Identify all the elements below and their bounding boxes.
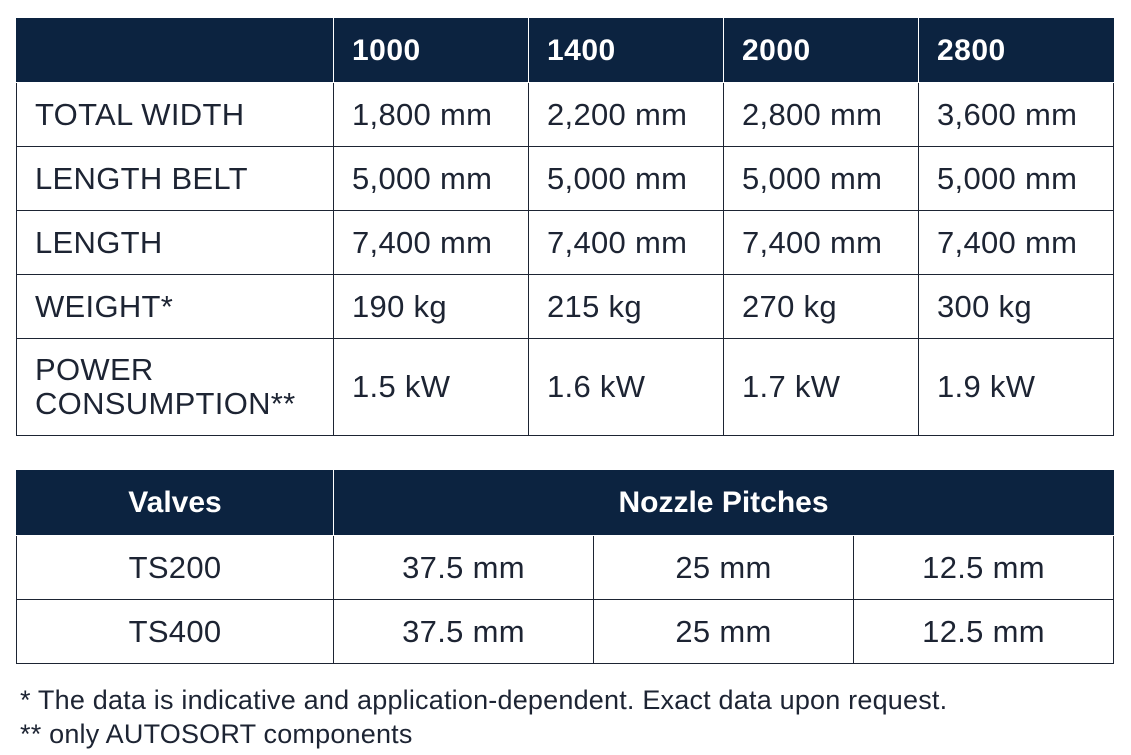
footnote: * The data is indicative and application…	[20, 685, 948, 715]
cell-value: 2,800 mm	[723, 82, 919, 147]
row-label: WEIGHT*	[16, 274, 334, 339]
spec-header-1400: 1400	[528, 18, 724, 83]
table-row: WEIGHT* 190 kg 215 kg 270 kg 300 kg	[16, 274, 1114, 339]
spec-header-2000: 2000	[723, 18, 919, 83]
cell-value: 12.5 mm	[852, 599, 1115, 664]
valves-table: Valves Nozzle Pitches TS200 37.5 mm 25 m…	[16, 470, 1115, 664]
valve-name: TS200	[16, 535, 334, 600]
cell-value: 25 mm	[593, 599, 854, 664]
spec-header-2800: 2800	[918, 18, 1114, 83]
table-row: LENGTH 7,400 mm 7,400 mm 7,400 mm 7,400 …	[16, 210, 1114, 275]
valves-header: Valves	[16, 470, 334, 536]
cell-value: 25 mm	[593, 535, 854, 600]
row-label-line: POWER	[35, 352, 154, 387]
cell-value: 190 kg	[333, 274, 529, 339]
table-row: LENGTH BELT 5,000 mm 5,000 mm 5,000 mm 5…	[16, 146, 1114, 211]
nozzle-pitches-header: Nozzle Pitches	[332, 470, 1115, 536]
cell-value: 1.9 kW	[918, 338, 1114, 436]
row-label: POWER CONSUMPTION**	[16, 338, 334, 436]
cell-value: 270 kg	[723, 274, 919, 339]
spec-header-row: 1000 1400 2000 2800	[16, 18, 1114, 83]
spec-header-empty	[16, 18, 334, 83]
row-label: LENGTH	[16, 210, 334, 275]
cell-value: 37.5 mm	[333, 535, 594, 600]
table-row: TOTAL WIDTH 1,800 mm 2,200 mm 2,800 mm 3…	[16, 82, 1114, 147]
cell-value: 1.5 kW	[333, 338, 529, 436]
cell-value: 7,400 mm	[333, 210, 529, 275]
cell-value: 37.5 mm	[333, 599, 594, 664]
cell-value: 1.7 kW	[723, 338, 919, 436]
row-label: TOTAL WIDTH	[16, 82, 334, 147]
cell-value: 7,400 mm	[723, 210, 919, 275]
cell-value: 5,000 mm	[528, 146, 724, 211]
row-label: LENGTH BELT	[16, 146, 334, 211]
cell-value: 1.6 kW	[528, 338, 724, 436]
cell-value: 3,600 mm	[918, 82, 1114, 147]
cell-value: 5,000 mm	[723, 146, 919, 211]
valve-name: TS400	[16, 599, 334, 664]
table-row: POWER CONSUMPTION** 1.5 kW 1.6 kW 1.7 kW…	[16, 338, 1114, 436]
cell-value: 2,200 mm	[528, 82, 724, 147]
cell-value: 215 kg	[528, 274, 724, 339]
footnote: ** only AUTOSORT components	[20, 719, 413, 749]
row-label-line: CONSUMPTION**	[35, 386, 296, 421]
spec-table: 1000 1400 2000 2800 TOTAL WIDTH 1,800 mm…	[16, 18, 1114, 436]
cell-value: 7,400 mm	[528, 210, 724, 275]
cell-value: 5,000 mm	[333, 146, 529, 211]
cell-value: 300 kg	[918, 274, 1114, 339]
table-row: TS400 37.5 mm 25 mm 12.5 mm	[16, 599, 1115, 664]
valves-header-row: Valves Nozzle Pitches	[16, 470, 1115, 536]
table-row: TS200 37.5 mm 25 mm 12.5 mm	[16, 535, 1115, 600]
cell-value: 1,800 mm	[333, 82, 529, 147]
cell-value: 7,400 mm	[918, 210, 1114, 275]
cell-value: 5,000 mm	[918, 146, 1114, 211]
footnotes: * The data is indicative and application…	[20, 683, 947, 751]
spec-header-1000: 1000	[333, 18, 529, 83]
cell-value: 12.5 mm	[852, 535, 1115, 600]
